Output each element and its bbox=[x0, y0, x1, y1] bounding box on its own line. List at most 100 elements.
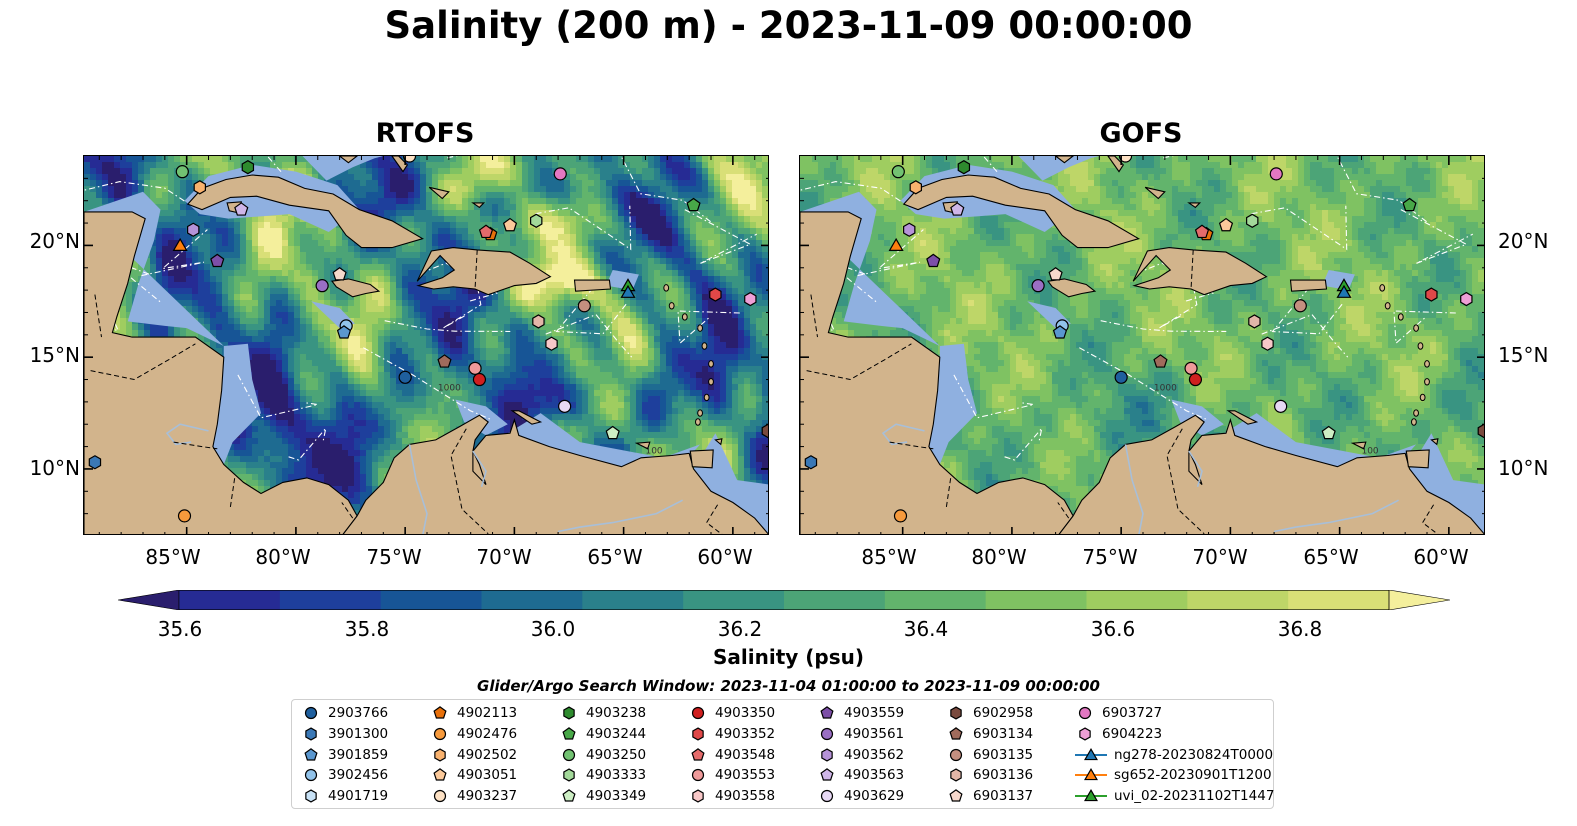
legend-label: 4903333 bbox=[586, 767, 647, 784]
x-tick-label: 65°W bbox=[1303, 545, 1359, 569]
legend-marker-icon bbox=[1075, 789, 1107, 802]
axis-ticks bbox=[800, 156, 1484, 534]
platform-marker-6903135 bbox=[1293, 299, 1307, 313]
platform-marker-4903244 bbox=[1402, 197, 1417, 212]
legend-marker-icon bbox=[821, 747, 833, 762]
platform-marker-3901859 bbox=[1052, 325, 1068, 339]
platform-marker-4903250 bbox=[175, 165, 189, 179]
legend-marker bbox=[1084, 768, 1098, 781]
legend-item: 4903553 bbox=[687, 765, 775, 785]
country-border bbox=[90, 343, 196, 381]
x-tick-label: 80°W bbox=[255, 545, 311, 569]
colorbar-segment bbox=[884, 590, 987, 610]
shelf-region bbox=[1018, 156, 1100, 181]
colorbar-tick-label: 36.6 bbox=[1090, 617, 1136, 641]
legend-marker bbox=[820, 790, 834, 803]
legend-marker bbox=[1084, 747, 1098, 760]
legend-marker bbox=[563, 768, 575, 783]
land-bahamas-1 bbox=[338, 156, 359, 164]
legend-marker-icon bbox=[433, 768, 447, 781]
x-tick-label: 85°W bbox=[861, 545, 917, 569]
legend-item: 6903134 bbox=[945, 724, 1033, 744]
legend-marker bbox=[1078, 706, 1092, 720]
land-bahamas-3 bbox=[1144, 186, 1166, 200]
platform-marker-4903238 bbox=[957, 160, 971, 175]
platform-marker-ng278-20230824T0000 bbox=[620, 284, 636, 298]
legend-marker bbox=[433, 790, 447, 803]
legend-marker-icon bbox=[820, 768, 834, 781]
land-lesser-antilles-island bbox=[668, 302, 675, 310]
land-central-america bbox=[84, 211, 358, 534]
legend-marker-icon bbox=[1078, 706, 1092, 720]
legend-marker bbox=[820, 768, 834, 781]
platform-marker-ng278-20230824T0000 bbox=[1336, 284, 1352, 298]
legend-marker bbox=[562, 726, 576, 740]
search-window-label: Glider/Argo Search Window: 2023-11-04 01… bbox=[477, 677, 1100, 695]
platform-marker-2903766 bbox=[1114, 370, 1128, 384]
land-lesser-antilles-island bbox=[1413, 324, 1419, 332]
legend-item: 6903136 bbox=[945, 765, 1033, 785]
y-tick-label: 10°N bbox=[29, 456, 80, 480]
legend-item: 4903558 bbox=[687, 786, 775, 806]
colorbar-label: Salinity (psu) bbox=[712, 645, 864, 669]
legend-marker-icon bbox=[692, 789, 704, 803]
legend-label: 4902113 bbox=[457, 705, 518, 721]
platform-marker-4903333 bbox=[1246, 213, 1259, 228]
colorbar-segment bbox=[1187, 590, 1289, 610]
legend-label: 4903629 bbox=[844, 788, 905, 805]
colorbar-segment bbox=[1288, 590, 1390, 610]
y-tick-label: 15°N bbox=[1498, 343, 1549, 367]
legend-item: 4902113 bbox=[429, 703, 517, 723]
platform-marker-6903136 bbox=[532, 314, 545, 329]
legend-marker bbox=[1079, 727, 1091, 741]
legend-marker bbox=[821, 747, 833, 762]
land-trinidad bbox=[689, 449, 714, 469]
legend-marker bbox=[691, 706, 705, 720]
legend-marker bbox=[691, 747, 705, 761]
platform-marker-6903135 bbox=[577, 299, 591, 313]
legend-item: 4902502 bbox=[429, 745, 517, 765]
legend-label: 4901719 bbox=[328, 788, 389, 805]
legend-marker bbox=[692, 727, 704, 741]
platform-marker-6902958 bbox=[1477, 423, 1484, 439]
panel-title-gofs: GOFS bbox=[1099, 118, 1183, 149]
legend-item: 6903137 bbox=[945, 786, 1033, 806]
legend-label: 4902502 bbox=[457, 746, 518, 763]
map-panel-gofs: 1000 100 bbox=[799, 155, 1485, 535]
legend-marker-icon bbox=[434, 747, 446, 762]
colorbar-extend-high bbox=[1388, 590, 1450, 610]
platform-marker-4902502 bbox=[909, 180, 923, 195]
legend-label: 4903553 bbox=[715, 767, 776, 784]
colorbar-segment bbox=[380, 590, 482, 610]
legend-marker bbox=[434, 747, 446, 762]
legend-marker-icon bbox=[433, 706, 447, 719]
colorbar-segment bbox=[279, 590, 382, 610]
river bbox=[1188, 450, 1203, 488]
platform-marker-4903352 bbox=[709, 287, 722, 302]
legend-marker-icon bbox=[820, 706, 834, 719]
legend-marker-icon bbox=[562, 748, 576, 761]
legend-label: 6904223 bbox=[1102, 725, 1163, 742]
legend-marker-icon bbox=[1075, 747, 1107, 760]
platform-marker-4902476 bbox=[893, 509, 908, 523]
legend-label: 6903727 bbox=[1102, 705, 1163, 721]
colorbar-segment bbox=[179, 590, 281, 610]
platform-marker-6903137 bbox=[1048, 267, 1063, 281]
legend-marker-icon bbox=[304, 747, 318, 761]
x-tick-label: 70°W bbox=[476, 545, 532, 569]
colorbar-segment bbox=[784, 590, 886, 610]
colorbar-tick-label: 36.2 bbox=[717, 617, 763, 641]
land-puerto-rico bbox=[573, 279, 612, 292]
x-tick-label: 65°W bbox=[587, 545, 643, 569]
river bbox=[1273, 499, 1399, 533]
legend-label: 4903352 bbox=[715, 725, 776, 742]
legend-label: 6903134 bbox=[973, 725, 1034, 742]
land-lesser-antilles-island bbox=[703, 393, 710, 402]
platform-marker-4903250 bbox=[891, 165, 905, 179]
platform-marker-4903629 bbox=[1274, 399, 1288, 413]
shelf-region bbox=[302, 156, 384, 181]
land-cuba bbox=[902, 174, 1140, 249]
platform-marker-3901859 bbox=[336, 325, 352, 339]
legend-marker bbox=[562, 748, 576, 761]
legend-label: 4903559 bbox=[844, 705, 905, 721]
